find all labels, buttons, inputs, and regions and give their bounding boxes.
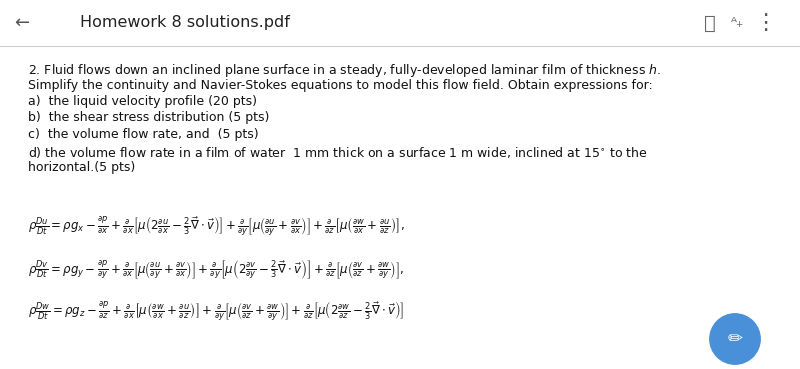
Text: ⌕: ⌕ [704, 14, 716, 32]
Text: ⋮: ⋮ [754, 13, 776, 33]
Text: c)  the volume flow rate, and  (5 pts): c) the volume flow rate, and (5 pts) [28, 128, 258, 141]
Text: $\rho\frac{Dw}{Dt} = \rho g_z - \frac{\partial p}{\partial z} + \frac{\partial}{: $\rho\frac{Dw}{Dt} = \rho g_z - \frac{\p… [28, 300, 404, 323]
Text: ←: ← [14, 14, 30, 32]
Text: ✏: ✏ [727, 330, 742, 348]
Circle shape [710, 314, 760, 364]
Text: 2. Fluid flows down an inclined plane surface in a steady, fully-developed lamin: 2. Fluid flows down an inclined plane su… [28, 62, 661, 79]
Text: b)  the shear stress distribution (5 pts): b) the shear stress distribution (5 pts) [28, 111, 270, 124]
Text: d) the volume flow rate in a film of water  1 mm thick on a surface 1 m wide, in: d) the volume flow rate in a film of wat… [28, 145, 648, 159]
Text: horizontal.(5 pts): horizontal.(5 pts) [28, 161, 135, 174]
Text: $\rho\frac{Du}{Dt} = \rho g_x - \frac{\partial p}{\partial x} + \frac{\partial}{: $\rho\frac{Du}{Dt} = \rho g_x - \frac{\p… [28, 215, 405, 238]
Text: ᴬ₊: ᴬ₊ [731, 16, 745, 30]
Text: $\rho\frac{Dv}{Dt} = \rho g_y - \frac{\partial p}{\partial y} + \frac{\partial}{: $\rho\frac{Dv}{Dt} = \rho g_y - \frac{\p… [28, 258, 404, 281]
Text: a)  the liquid velocity profile (20 pts): a) the liquid velocity profile (20 pts) [28, 95, 257, 108]
Text: Homework 8 solutions.pdf: Homework 8 solutions.pdf [80, 15, 290, 31]
Text: Simplify the continuity and Navier-Stokes equations to model this flow field. Ob: Simplify the continuity and Navier-Stoke… [28, 79, 653, 92]
